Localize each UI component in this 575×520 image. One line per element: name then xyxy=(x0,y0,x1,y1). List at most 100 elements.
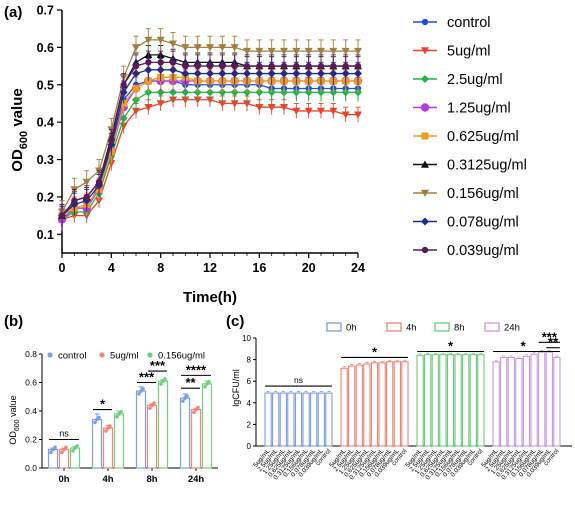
panel-b-sig-label: **** xyxy=(186,362,207,377)
panel-a-point xyxy=(169,59,177,66)
panel-b-point xyxy=(97,415,101,420)
panel-c-legend-swatch xyxy=(484,322,500,332)
panel-c-bar xyxy=(340,366,348,447)
panel-b-point xyxy=(159,382,163,386)
panel-a-legend-label: control xyxy=(447,15,491,31)
panel-c-bar-rect xyxy=(492,361,500,447)
panel-a-point xyxy=(330,62,337,70)
panel-c-significance: ns* * ****** xyxy=(265,329,560,387)
panel-c-bar-rect xyxy=(477,354,485,447)
panel-a-legend-item: 0.039ug/ml xyxy=(413,243,519,259)
panel-a-point xyxy=(317,47,325,56)
panel-a-point xyxy=(108,137,115,145)
panel-a-legend-label: 0.039ug/ml xyxy=(447,243,519,259)
panel-a-point xyxy=(280,62,288,70)
panel-a-point xyxy=(71,197,78,204)
panel-a-xtick-label: 12 xyxy=(203,261,217,275)
panel-a-legend-item: 5ug/ml xyxy=(413,44,491,60)
panel-b-sig-label: *** xyxy=(150,358,166,373)
panel-c-bar-rect xyxy=(393,361,401,447)
panel-a-xlabel: Time(h) xyxy=(183,289,237,306)
panel-c-ytick-label: 4 xyxy=(247,399,252,408)
panel-c-legend-label: 4h xyxy=(406,323,417,334)
panel-b-point xyxy=(203,384,207,389)
panel-b-significance: ns************* xyxy=(49,358,211,441)
panel-a-point xyxy=(341,47,350,56)
panel-a-point xyxy=(194,62,201,70)
panel-a-point xyxy=(169,40,177,48)
panel-b-bar xyxy=(135,386,147,469)
panel-c-bar xyxy=(348,364,356,447)
panel-a-xtick-label: 0 xyxy=(59,261,66,275)
panel-c-bar-rect xyxy=(279,392,287,447)
panel-a-point xyxy=(145,59,152,66)
panel-b-legend-marker xyxy=(99,352,105,358)
panel-a-legend-item: 0.625ug/ml xyxy=(413,129,519,145)
panel-c-legend-item: 4h xyxy=(386,322,417,334)
panel-b-ytick-label: 0.4 xyxy=(25,406,37,416)
panel-b-ytick-label: 0.2 xyxy=(25,435,37,445)
panel-c-legend-item: 24h xyxy=(484,322,520,334)
panel-b-point xyxy=(181,399,185,403)
panel-b-label: (b) xyxy=(4,313,23,330)
panel-a-ytick-label: 0.7 xyxy=(37,4,54,18)
panel-c-bar xyxy=(416,353,424,447)
panel-a-legend-label: 0.078ug/ml xyxy=(447,215,519,231)
panel-a-ytick-label: 0.4 xyxy=(37,116,54,130)
panel-c-sig-bracket: * xyxy=(493,339,560,354)
panel-c-bar-rect xyxy=(370,362,379,447)
panel-c-bar-rect xyxy=(348,365,356,447)
panel-a-legend-item: 2.5ug/ml xyxy=(413,72,503,88)
panel-a-point xyxy=(132,62,140,70)
panel-a-point xyxy=(280,104,288,112)
panel-a-ytick-label: 0.5 xyxy=(37,78,54,92)
panel-a-ylabel: OD600 value xyxy=(9,88,30,171)
panel-c-bar-rect xyxy=(439,354,447,447)
panel-c-bar xyxy=(446,352,455,447)
panel-c-ytick-label: 2 xyxy=(247,420,252,429)
panel-a-point xyxy=(181,44,190,52)
panel-b-bar-rect xyxy=(201,383,213,469)
panel-b-point xyxy=(104,429,108,433)
panel-a-point xyxy=(304,47,313,56)
panel-a-point xyxy=(292,107,301,115)
panel-c-bar-rect xyxy=(325,392,333,447)
panel-b-legend-label: 0.156ug/ml xyxy=(158,351,205,362)
panel-c-legend: 0h 4h 8h 24h xyxy=(326,322,520,334)
panel-a-point xyxy=(354,111,362,119)
panel-c-sig-label: *** xyxy=(542,329,558,344)
panel-c-bar-rect xyxy=(500,356,508,447)
panel-a-point xyxy=(206,44,214,52)
panel-c-bar-rect xyxy=(302,392,310,447)
panel-a-ytick-label: 0.3 xyxy=(37,153,54,167)
panel-a-point xyxy=(256,62,263,70)
panel-b-bar-rect xyxy=(146,404,158,469)
panel-b-bar-rect xyxy=(113,413,125,469)
panel-c-sig-bracket: * xyxy=(417,339,484,354)
panel-a-axes: 0.1 0.2 0.3 0.4 0.5 0.6 0.7 0 4 8 12 16 20 24 xyxy=(37,4,365,276)
panel-a-point xyxy=(132,44,140,52)
panel-b-point xyxy=(60,450,64,455)
panel-c-bar xyxy=(287,391,295,447)
panel-c-bar-rect xyxy=(553,356,561,447)
panel-a-series xyxy=(57,28,363,231)
panel-c-bar xyxy=(522,354,531,447)
panel-c-bar-rect xyxy=(416,354,424,447)
panel-a-legend-marker xyxy=(421,217,429,226)
panel-c-bar xyxy=(272,391,280,447)
panel-c-bar-rect xyxy=(522,355,531,447)
panel-a-point xyxy=(292,47,301,56)
panel-b-point xyxy=(141,387,145,391)
panel-b-legend-marker xyxy=(147,352,153,358)
panel-a-legend-marker xyxy=(420,103,430,112)
panel-b-bar xyxy=(58,445,70,469)
panel-c-bar-rect xyxy=(272,392,280,447)
panel-a-point xyxy=(219,62,226,70)
panel-a-series-8 xyxy=(58,50,362,227)
panel-c-legend-swatch xyxy=(326,322,342,332)
panel-c-bar xyxy=(439,352,447,447)
panel-a-legend-label: 1.25ug/ml xyxy=(447,101,511,117)
panel-c-sig-label: * xyxy=(448,339,454,354)
